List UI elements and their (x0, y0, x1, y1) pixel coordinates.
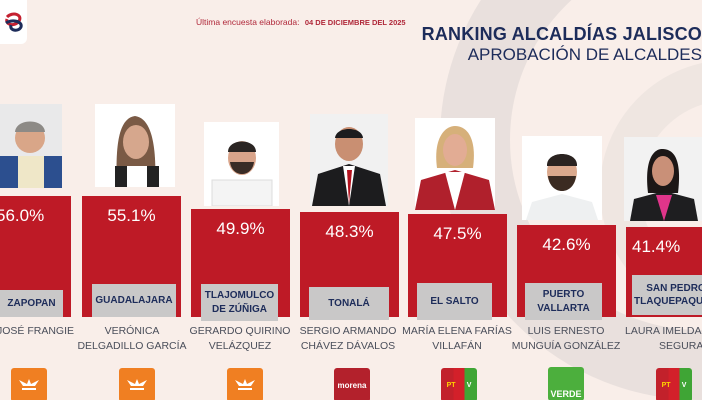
party-name-pt: PT (661, 381, 671, 389)
municipality-name-line2: TLAQUEPAQUE (634, 296, 702, 307)
candidate-name-line2: DELGADILLO GARCÍA (77, 340, 187, 353)
municipality-name: EL SALTO (430, 295, 479, 307)
candidate-name: LUIS ERNESTO MUNGUÍA GONZÁLEZ (506, 324, 626, 354)
candidate-name-line1: LUIS ERNESTO (527, 325, 605, 337)
brand-logo (0, 0, 27, 44)
logo-icon (4, 12, 23, 32)
survey-date-line: Última encuesta elaborada: 04 DE DICIEMB… (196, 17, 406, 27)
municipality-name: TONALÁ (328, 297, 370, 309)
party-name-pt: PT (446, 381, 456, 389)
candidate-name-line1: JUAN JOSÉ FRANGIE (0, 325, 74, 337)
municipality-label: TONALÁ (309, 287, 389, 320)
page-subtitle: APROBACIÓN DE ALCALDES (467, 45, 702, 64)
municipality-name: GUADALAJARA (95, 294, 173, 306)
party-name: VERDE (550, 389, 582, 399)
approval-value: 55.1% (107, 206, 156, 225)
municipality-label: SAN PEDRO TLAQUEPAQUE (632, 275, 702, 315)
candidate-name-line1: VERÓNICA (104, 325, 160, 337)
candidate-name: SERGIO ARMANDO CHÁVEZ DÁVALOS (288, 324, 408, 354)
page-title: RANKING ALCALDÍAS JALISCO (421, 24, 702, 44)
eagle-icon (235, 379, 255, 390)
survey-label: Última encuesta elaborada: (196, 17, 300, 27)
candidate-name-line1: SERGIO ARMANDO (299, 325, 397, 337)
candidate-name-line2: VILLAFÁN (432, 340, 482, 353)
party-name: morena (337, 380, 367, 390)
approval-value: 47.5% (433, 224, 482, 243)
party-logo-pt-verde: PT V (656, 368, 692, 400)
approval-value: 41.4% (632, 237, 681, 256)
municipality-label: TLAJOMULCO DE ZÚÑIGA (201, 284, 278, 321)
candidate-name-line2: VELÁZQUEZ (208, 340, 272, 353)
party-logo-morena: morena (334, 368, 370, 400)
eagle-icon (19, 379, 39, 390)
candidate-name: GERARDO QUIRINO VELÁZQUEZ (180, 324, 300, 354)
approval-value: 56.0% (0, 206, 45, 225)
candidate-name: MARÍA ELENA FARÍAS VILLAFÁN (397, 324, 517, 354)
municipality-name-line1: SAN PEDRO (646, 282, 702, 294)
candidate-name-line2: CHÁVEZ DÁVALOS (300, 340, 396, 353)
municipality-name-line1: PUERTO (542, 289, 585, 300)
candidate-name-line1: LAURA IMELDA PÉREZ (625, 325, 702, 337)
approval-value: 48.3% (325, 222, 374, 241)
municipality-label: ZAPOPAN (0, 290, 63, 317)
candidate-name: JUAN JOSÉ FRANGIE (0, 324, 74, 339)
municipality-name-line2: DE ZÚÑIGA (211, 303, 267, 315)
candidate-photo (0, 104, 62, 188)
candidate-name-line2: MUNGUÍA GONZÁLEZ (511, 340, 621, 353)
candidate-photo (204, 122, 279, 206)
party-name-v: V (681, 381, 687, 389)
municipality-name-line2: VALLARTA (537, 302, 590, 314)
party-logo-pt-verde: PT V (441, 368, 477, 400)
approval-value: 49.9% (216, 219, 265, 238)
party-name-v: V (466, 381, 472, 389)
municipality-name-line1: TLAJOMULCO (204, 290, 275, 301)
party-logo-mc (119, 368, 155, 400)
eagle-icon (127, 379, 147, 390)
candidate-photo (522, 136, 602, 220)
municipality-name: ZAPOPAN (7, 297, 56, 309)
party-logo-verde: VERDE (548, 367, 584, 400)
party-logo-mc (227, 368, 263, 400)
candidate-photo (624, 137, 702, 221)
candidate-name: VERÓNICA DELGADILLO GARCÍA (72, 324, 192, 354)
candidate-name-line1: MARÍA ELENA FARÍAS (402, 325, 512, 337)
party-logo-mc (11, 368, 47, 400)
candidate-name-line2: SEGURA (659, 340, 702, 353)
survey-date: 04 DE DICIEMBRE DEL 2025 (304, 18, 406, 27)
candidate-photo (310, 114, 388, 206)
municipality-label: EL SALTO (417, 283, 492, 320)
candidate-photo (95, 104, 175, 187)
municipality-label: PUERTO VALLARTA (525, 283, 602, 320)
candidate-photo (415, 118, 495, 210)
approval-value: 42.6% (542, 235, 591, 254)
candidate-name: LAURA IMELDA PÉREZ SEGURA (620, 324, 702, 354)
municipality-label: GUADALAJARA (92, 284, 176, 317)
candidate-name-line1: GERARDO QUIRINO (189, 325, 291, 337)
